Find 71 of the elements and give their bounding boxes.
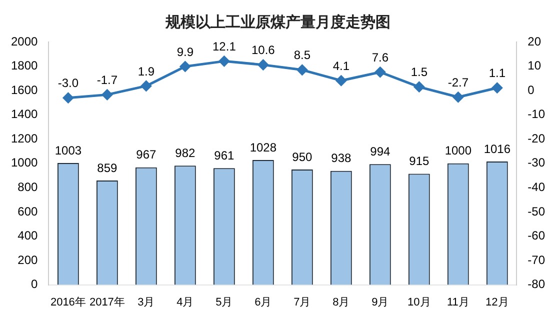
data-label: 961 [214, 148, 235, 162]
y2-tick-label: -30 [528, 156, 546, 170]
data-label: 982 [175, 146, 196, 160]
y-tick-label: 800 [18, 180, 38, 194]
x-tick-label: 2016年 [50, 296, 86, 308]
x-tick-label: 9月 [372, 296, 389, 308]
data-label: 12.1 [212, 39, 236, 54]
x-tick-label: 10月 [408, 296, 431, 308]
data-label: 1.5 [410, 65, 428, 80]
data-label: 859 [97, 160, 118, 175]
x-tick-label: 7月 [294, 296, 311, 308]
x-tick-label: 4月 [176, 296, 194, 308]
data-label: 1028 [250, 140, 277, 154]
point [102, 89, 112, 100]
point [258, 60, 268, 70]
y-tick-label: 1800 [10, 58, 38, 73]
data-label: 1000 [444, 144, 472, 158]
data-label: 1016 [484, 142, 511, 156]
point [140, 80, 152, 92]
point [336, 75, 346, 86]
y2-tick-label: 0 [528, 82, 535, 97]
y-tick-label: 1600 [10, 82, 38, 97]
x-tick-label: 3月 [138, 296, 155, 308]
data-label: 9.9 [176, 44, 194, 59]
point [452, 92, 464, 102]
data-label: 1.1 [488, 66, 506, 80]
y2-tick-label: -10 [528, 107, 546, 122]
data-label: 950 [292, 150, 313, 164]
y-tick-label: 200 [18, 252, 38, 267]
point [218, 56, 230, 66]
x-tick-label: 2017年 [89, 296, 125, 308]
y2-tick-label: 20 [528, 34, 542, 48]
point [296, 64, 308, 76]
data-label: 4.1 [332, 58, 350, 73]
x-tick-label: 5月 [216, 296, 233, 308]
y2-tick-label: -20 [528, 131, 546, 146]
x-tick-label: 6月 [254, 296, 272, 308]
y-tick-label: 1400 [10, 107, 38, 122]
data-label: 8.5 [294, 48, 311, 62]
y-tick-label: 1200 [10, 131, 38, 146]
data-label: 967 [136, 148, 157, 162]
point [414, 82, 424, 92]
y2-tick-label: -50 [528, 204, 546, 218]
data-label: 10.6 [252, 43, 276, 58]
point [492, 82, 502, 94]
data-label: 7.6 [372, 50, 389, 64]
chart-title: 规模以上工业原煤产量月度走势图 [164, 13, 390, 32]
y2-tick-label: -80 [528, 277, 546, 292]
data-label: -2.7 [448, 75, 469, 90]
y2-tick-label: -40 [528, 180, 546, 194]
data-label: 994 [370, 144, 390, 158]
point [180, 61, 190, 72]
y-tick-label: 600 [18, 204, 38, 218]
y-tick-label: 400 [18, 228, 38, 243]
data-label: -3.0 [58, 76, 79, 90]
x-tick-label: 11月 [446, 296, 470, 308]
data-label: 915 [409, 154, 430, 168]
data-label: 1003 [54, 143, 82, 158]
data-label: -1.7 [96, 73, 118, 87]
y-tick-label: 0 [31, 277, 38, 292]
y2-tick-label: -70 [528, 252, 546, 267]
y2-tick-label: 10 [528, 58, 542, 73]
y-tick-label: 1000 [10, 156, 38, 170]
point [62, 92, 74, 104]
data-label: 1.9 [138, 64, 155, 78]
y-tick-label: 2000 [10, 34, 38, 48]
x-tick-label: 8月 [332, 296, 350, 308]
point [374, 66, 386, 78]
data-label: 938 [331, 151, 352, 166]
x-tick-label: 12月 [486, 296, 509, 308]
y2-tick-label: -60 [528, 228, 546, 243]
